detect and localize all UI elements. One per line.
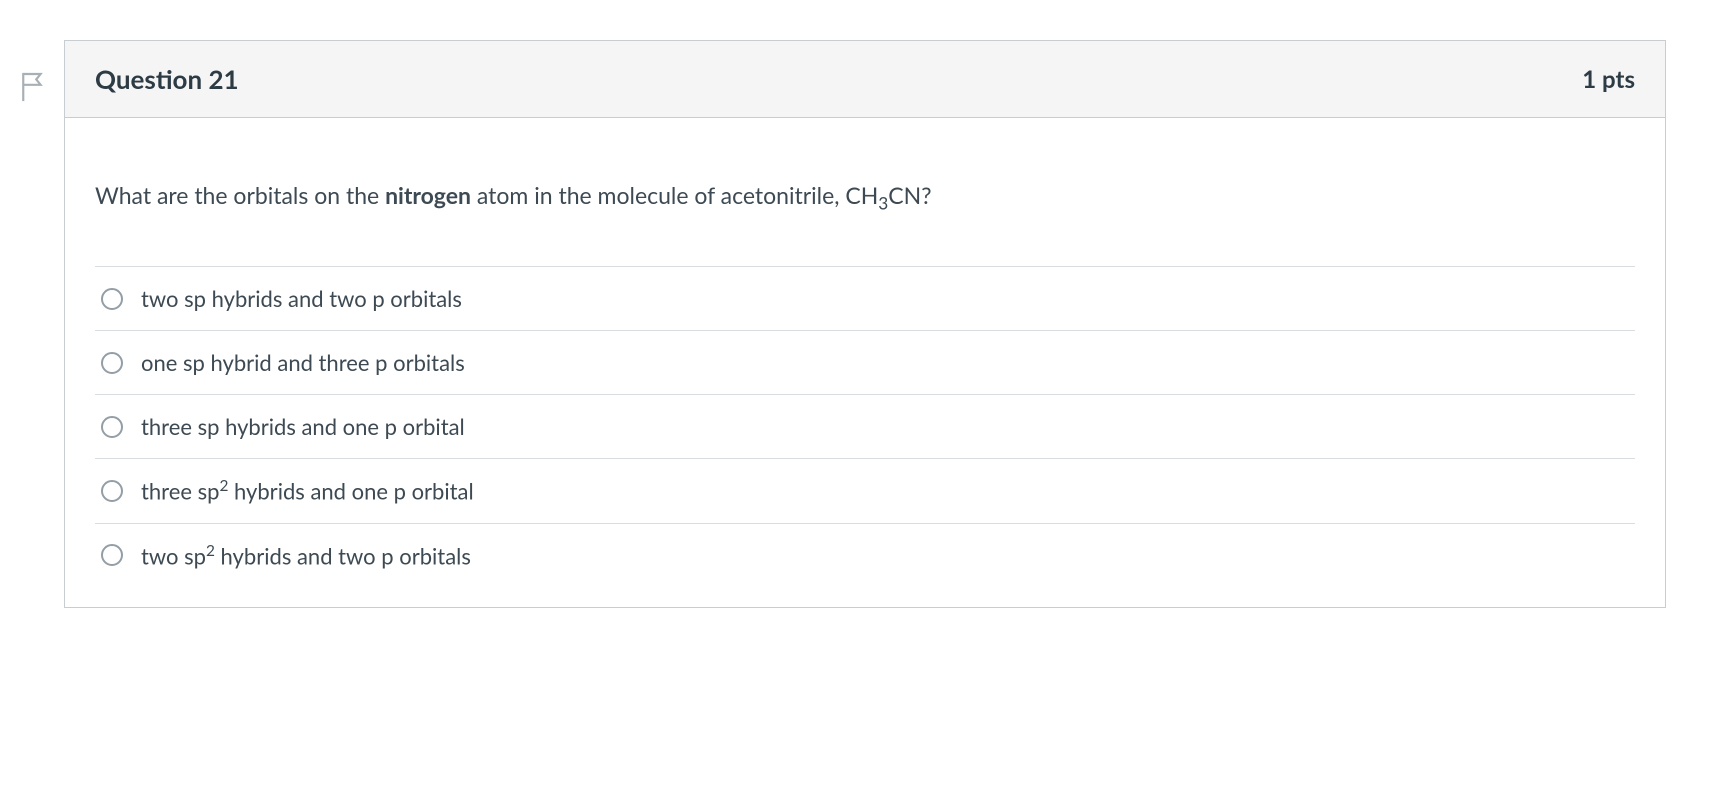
question-text-part: atom in the molecule of acetonitrile, CH — [471, 181, 878, 209]
question-container: Question 21 1 pts What are the orbitals … — [20, 40, 1666, 608]
answer-label: three sp2 hybrids and one p orbital — [141, 477, 474, 504]
radio-button[interactable] — [101, 288, 123, 310]
radio-button[interactable] — [101, 544, 123, 566]
question-text-bold: nitrogen — [385, 181, 471, 209]
answer-label: three sp hybrids and one p orbital — [141, 413, 465, 440]
question-body: What are the orbitals on the nitrogen at… — [65, 118, 1665, 607]
answer-label: one sp hybrid and three p orbitals — [141, 349, 465, 376]
question-text-part: CN? — [888, 181, 931, 209]
question-card: Question 21 1 pts What are the orbitals … — [64, 40, 1666, 608]
answer-option[interactable]: two sp hybrids and two p orbitals — [95, 266, 1635, 330]
answer-option[interactable]: three sp2 hybrids and one p orbital — [95, 458, 1635, 522]
answer-list: two sp hybrids and two p orbitals one sp … — [95, 266, 1635, 587]
radio-button[interactable] — [101, 352, 123, 374]
flag-icon[interactable] — [20, 70, 46, 109]
radio-button[interactable] — [101, 416, 123, 438]
answer-option[interactable]: one sp hybrid and three p orbitals — [95, 330, 1635, 394]
answer-label: two sp2 hybrids and two p orbitals — [141, 542, 471, 569]
answer-label: two sp hybrids and two p orbitals — [141, 285, 462, 312]
question-title: Question 21 — [95, 63, 239, 95]
question-header: Question 21 1 pts — [65, 41, 1665, 118]
question-points: 1 pts — [1582, 65, 1635, 94]
answer-option[interactable]: two sp2 hybrids and two p orbitals — [95, 523, 1635, 587]
question-text-part: What are the orbitals on the — [95, 181, 385, 209]
radio-button[interactable] — [101, 480, 123, 502]
question-text: What are the orbitals on the nitrogen at… — [95, 178, 1635, 216]
question-text-sub: 3 — [878, 193, 888, 214]
answer-option[interactable]: three sp hybrids and one p orbital — [95, 394, 1635, 458]
